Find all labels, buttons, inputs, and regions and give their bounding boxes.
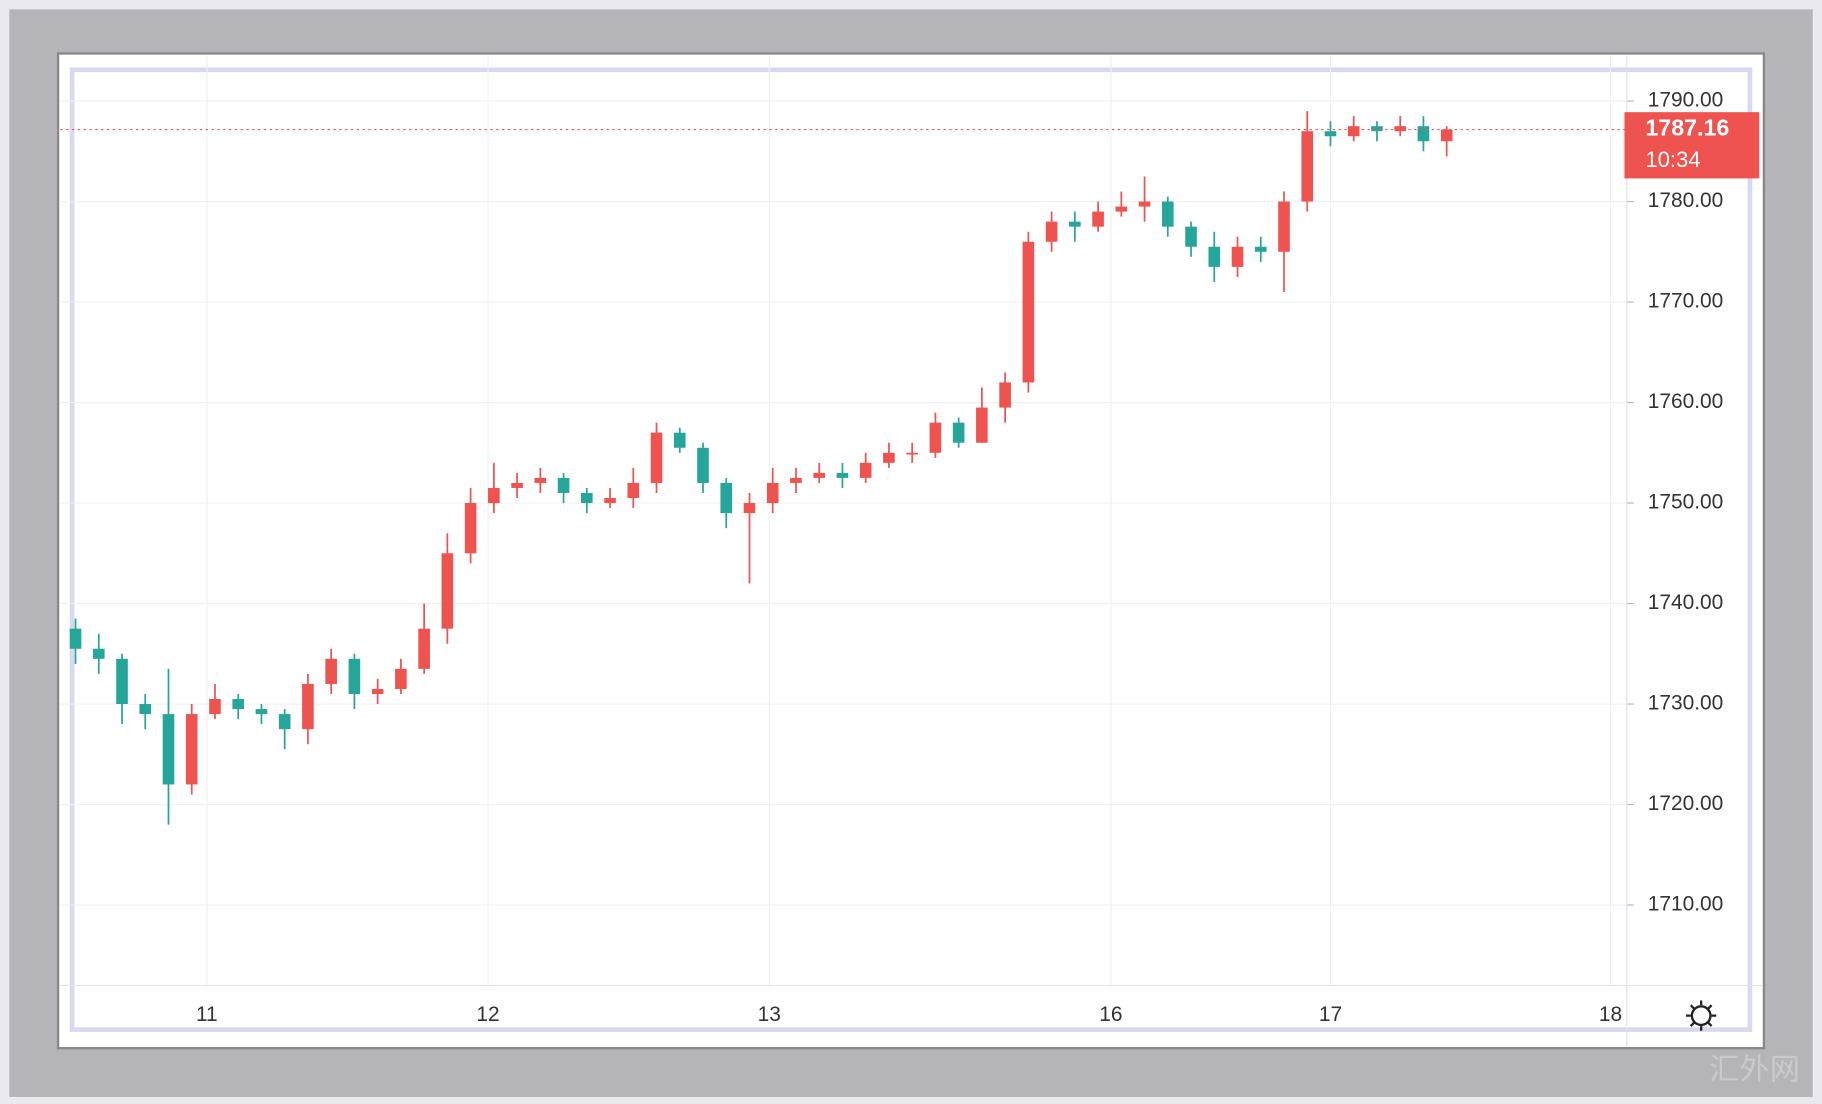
x-tick-label: 18 [1599, 1003, 1622, 1026]
candle-body [302, 683, 314, 730]
plot: 1710.00 1720.00 1730.00 1740.00 1750.00 1760.… [60, 55, 1724, 1026]
candle-body [1069, 221, 1081, 227]
candle-body [952, 422, 965, 443]
countdown-label: 10:34 [1645, 147, 1700, 172]
candle-body [232, 699, 245, 710]
candle-body [790, 477, 802, 483]
y-tick-label: 1720.00 [1648, 792, 1724, 815]
x-tick-label: 13 [758, 1003, 781, 1026]
candle-body [185, 714, 198, 785]
candle-body [1092, 211, 1104, 227]
x-tick-label: 16 [1099, 1003, 1122, 1026]
candle-body [743, 503, 756, 514]
candle-body [92, 648, 105, 659]
candle-body [627, 482, 640, 499]
candle-body [116, 658, 128, 705]
candle-body [976, 407, 988, 443]
y-tick-label: 1730.00 [1648, 692, 1724, 715]
candle-body [464, 503, 477, 554]
candle-body [836, 472, 849, 478]
candle-body [162, 714, 175, 785]
candle-body [1347, 126, 1360, 137]
x-tick-label: 12 [476, 1003, 499, 1026]
candle-body [1394, 126, 1407, 132]
candle-body [650, 432, 663, 483]
candle-body [1254, 246, 1267, 252]
candle-body [69, 628, 82, 649]
candle-body [209, 699, 221, 715]
x-tick-label: 11 [196, 1003, 218, 1026]
y-tick-label: 1780.00 [1648, 189, 1724, 212]
candle-body [673, 432, 686, 448]
candle-body [1045, 221, 1058, 242]
candle-body [534, 477, 547, 483]
candle-body [418, 628, 430, 669]
candle-body [720, 482, 733, 514]
y-tick-label: 1770.00 [1648, 290, 1724, 313]
candle-body [255, 709, 268, 715]
candle-body [1208, 246, 1221, 267]
candle-body [488, 487, 500, 504]
candle-body [139, 704, 152, 715]
y-tick-label: 1750.00 [1648, 491, 1724, 514]
current-price-label: 1787.16 [1645, 115, 1729, 141]
candle-body [883, 452, 895, 463]
candle-body [1440, 129, 1453, 142]
candle-body [1231, 246, 1244, 267]
settings-icon[interactable] [1686, 1000, 1717, 1031]
candle-body [859, 462, 872, 478]
candle-body [1301, 131, 1314, 202]
candle-body [348, 658, 361, 694]
current-price-box [1624, 112, 1760, 179]
candle-body [697, 447, 709, 483]
candle-body [929, 422, 942, 453]
candle-body [1115, 206, 1128, 212]
chart-panel [56, 52, 1766, 1050]
y-tick-label: 1710.00 [1648, 893, 1724, 916]
inner-border [69, 67, 1753, 1032]
candle-body [1417, 126, 1430, 142]
candle-body [1138, 201, 1151, 207]
candle-body [999, 382, 1011, 408]
candle-body [511, 482, 523, 488]
candle-body [1161, 201, 1174, 227]
y-tick-label: 1740.00 [1648, 591, 1724, 614]
candle-body [604, 498, 616, 504]
candle-body [766, 482, 779, 504]
candle-body [906, 452, 918, 455]
candle-body [1278, 201, 1290, 252]
candle-body [278, 714, 291, 730]
candle-body [580, 492, 593, 504]
candle-body [441, 553, 454, 629]
candle-body [1371, 126, 1383, 132]
candle-body [557, 477, 570, 493]
watermark: 汇外网 [1709, 1052, 1800, 1086]
x-tick-label: 17 [1319, 1003, 1342, 1026]
y-tick-label: 1790.00 [1648, 89, 1724, 112]
candle-body [1022, 241, 1035, 383]
candle-body [1185, 226, 1197, 247]
candle-body [395, 668, 407, 689]
candle-body [1324, 131, 1337, 137]
candle-body [813, 472, 826, 478]
y-tick-label: 1760.00 [1648, 390, 1724, 413]
candle-body [371, 688, 384, 694]
candle-body [325, 658, 337, 684]
